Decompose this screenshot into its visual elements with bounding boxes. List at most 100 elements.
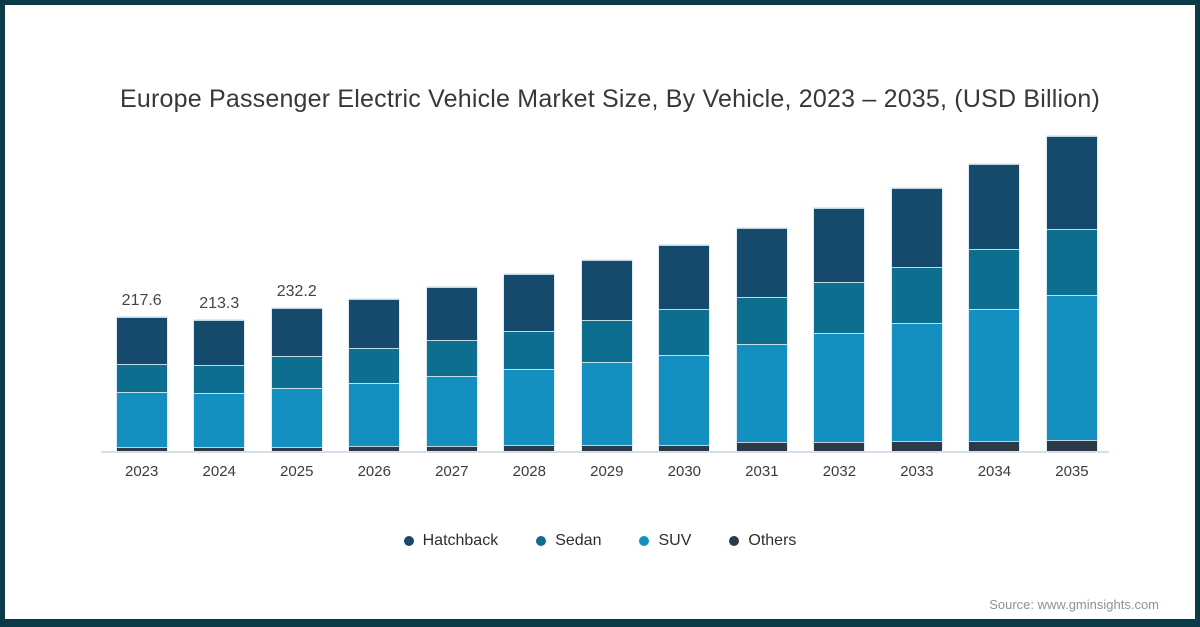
legend-item-others: Others [729,532,796,550]
x-tick-label-2025: 2025 [280,463,314,480]
bar-segment-suv [659,354,710,445]
bar-group-2028 [504,274,555,452]
plot-area: 217.6 213.3 232.2 [105,117,1105,452]
x-tick-label-2035: 2035 [1055,463,1089,480]
x-tick-label-2031: 2031 [745,463,779,480]
bar-segment-suv [504,369,555,445]
x-tick-label-2028: 2028 [512,463,546,480]
bar-segment-others [504,444,555,452]
x-tick-label-2033: 2033 [900,463,934,480]
bar-segment-sedan [349,348,400,383]
total-label-2023: 217.6 [121,292,162,310]
bar-segment-suv [969,308,1020,441]
legend-marker-suv-icon [639,536,650,546]
bar-segment-suv [814,332,865,442]
legend-marker-others-icon [729,536,740,546]
x-axis-line [101,451,1109,453]
source-credit: Source: www.gminsights.com [989,597,1159,612]
bar-group-2025 [271,308,322,452]
bar-segment-hatchback [891,188,942,268]
bar-segment-others [116,446,167,452]
x-tick-label-2027: 2027 [435,463,469,480]
legend-label-hatchback: Hatchback [422,532,499,549]
bar-segment-others [349,446,400,452]
bar-segment-sedan [581,320,632,362]
legend-label-others: Others [748,532,797,549]
bar-segment-hatchback [736,227,787,297]
bar-group-2029 [581,260,632,452]
x-axis-ticks: 2023 2024 2025 2026 2027 2028 2029 2030 2031 2032… [105,463,1105,483]
legend-item-hatchback: Hatchback [403,532,499,550]
chart-title: Europe Passenger Electric Vehicle Market… [120,85,1100,113]
x-tick-label-2032: 2032 [822,463,857,480]
bar-segment-others [426,445,477,452]
bar-segment-hatchback [814,208,865,283]
bar-group-2033 [891,188,942,452]
bar-segment-others [891,441,942,452]
bar-segment-others [814,441,865,452]
bar-segment-others [659,444,710,452]
bar-segment-hatchback [504,274,555,331]
bar-segment-hatchback [426,287,477,340]
bar-segment-suv [116,392,167,447]
x-tick-label-2034: 2034 [977,463,1012,480]
bar-segment-sedan [659,308,710,355]
total-label-2024: 213.3 [199,294,240,312]
bar-segment-sedan [194,365,245,393]
legend-label-suv: SUV [658,532,692,549]
bar-segment-sedan [116,363,167,393]
bar-segment-suv [736,344,787,443]
bar-segment-others [194,447,245,452]
bar-segment-others [581,444,632,452]
bar-segment-hatchback [271,308,322,357]
bar-segment-suv [581,361,632,445]
bar-segment-hatchback [969,163,1020,249]
legend-label-sedan: Sedan [555,532,602,549]
legend-marker-sedan-icon [536,536,547,546]
bar-segment-hatchback [116,317,167,364]
bar-group-2034 [969,163,1020,452]
total-label-2025: 232.2 [276,283,317,301]
x-tick-label-2030: 2030 [667,463,702,480]
bar-segment-others [1046,439,1097,452]
bar-segment-sedan [814,282,865,333]
legend: Hatchback Sedan SUV Others [5,532,1195,550]
bar-segment-sedan [271,356,322,389]
bar-segment-sedan [504,330,555,370]
bar-group-2031 [736,227,787,452]
legend-marker-hatchback-icon [403,536,414,546]
bar-segment-suv [1046,294,1097,440]
bar-segment-others [736,442,787,452]
bar-segment-hatchback [1046,136,1097,230]
bar-segment-sedan [891,267,942,324]
bar-group-2024 [194,319,245,452]
bar-segment-sedan [1046,229,1097,295]
bar-segment-suv [271,388,322,447]
bar-segment-hatchback [581,260,632,321]
bar-segment-others [969,440,1020,452]
bar-segment-sedan [426,339,477,377]
bar-group-2023 [116,317,167,452]
bar-group-2030 [659,244,710,452]
bar-segment-others [271,446,322,452]
bar-segment-suv [194,392,245,448]
x-tick-label-2029: 2029 [590,463,624,480]
bar-segment-sedan [736,296,787,345]
bar-group-2026 [349,298,400,452]
bar-segment-suv [426,376,477,446]
bar-segment-suv [891,323,942,442]
legend-item-suv: SUV [639,532,691,550]
x-tick-label-2026: 2026 [357,463,391,480]
bar-segment-hatchback [194,319,245,366]
legend-item-sedan: Sedan [536,532,601,550]
bar-group-2032 [814,208,865,452]
x-tick-label-2023: 2023 [125,463,159,480]
bar-segment-sedan [969,249,1020,309]
bar-group-2035 [1046,136,1097,452]
x-tick-label-2024: 2024 [202,463,236,480]
bar-segment-hatchback [349,298,400,349]
bar-group-2027 [426,287,477,452]
bar-segment-suv [349,382,400,447]
bar-segment-hatchback [659,244,710,309]
